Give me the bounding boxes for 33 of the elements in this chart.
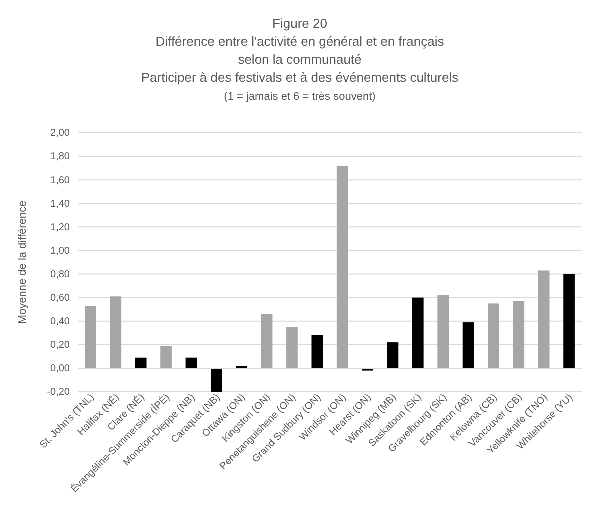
y-tick-label: 1,00	[50, 246, 70, 257]
bar	[160, 346, 172, 368]
y-tick-label: 0,40	[50, 316, 70, 328]
y-tick-label: 1,40	[50, 198, 70, 210]
bar	[412, 298, 424, 368]
bar	[186, 358, 198, 368]
bar	[286, 327, 298, 368]
y-tick-label: 1,20	[50, 222, 70, 234]
bar	[261, 314, 273, 368]
bar	[135, 358, 147, 368]
y-tick-label: 2,00	[50, 128, 70, 140]
bar	[564, 274, 575, 368]
y-tick-label: -0,20	[47, 387, 70, 398]
bar	[438, 295, 450, 368]
y-axis-title: Moyenne de la différence	[17, 200, 29, 324]
bar	[210, 368, 222, 392]
bar	[336, 166, 348, 368]
chart-title: Figure 20	[272, 16, 328, 31]
bar	[312, 335, 324, 368]
bar	[387, 342, 399, 368]
y-tick-label: 0,80	[50, 269, 70, 280]
y-tick-label: 0,60	[50, 293, 70, 304]
bar	[110, 296, 122, 368]
bar	[462, 322, 474, 368]
y-tick-label: 1,60	[50, 175, 70, 186]
y-tick-label: 0,20	[50, 340, 70, 352]
chart-subtitle: Différence entre l'activité en général et en français selon la communauté Participer à des festivals et à des événements culturels (1 = jamais et 6 = très souvent)	[141, 34, 460, 103]
bar	[538, 270, 550, 368]
bar	[488, 304, 500, 368]
y-tick-label: 1,80	[50, 152, 70, 163]
bar	[85, 306, 96, 368]
y-tick-label: 0,00	[50, 364, 70, 375]
bar	[513, 301, 525, 368]
